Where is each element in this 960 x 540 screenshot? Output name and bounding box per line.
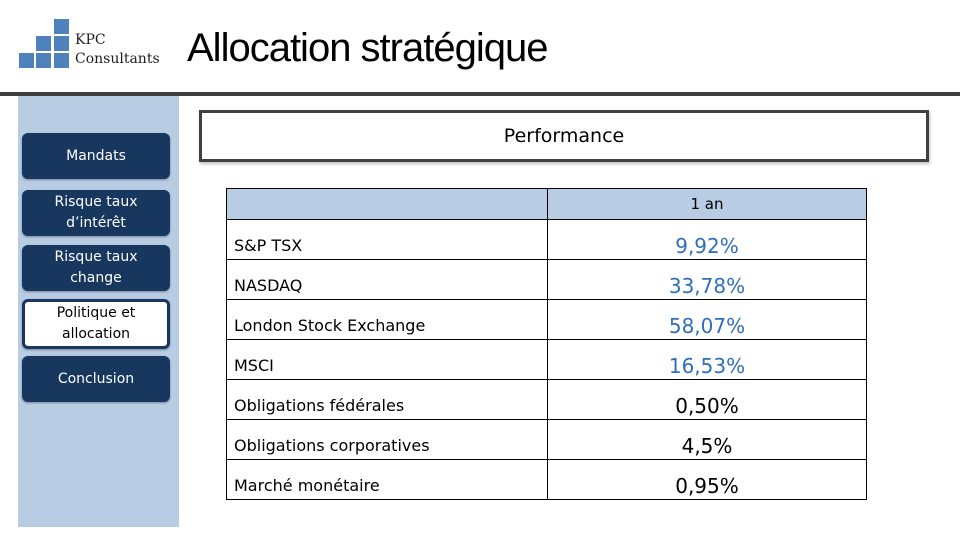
- table-row: Marché monétaire 0,95%: [226, 459, 867, 500]
- table-row: Obligations corporatives 4,5%: [226, 419, 867, 460]
- table-header-cell: [226, 188, 548, 220]
- row-name: London Stock Exchange: [226, 299, 548, 340]
- page-title: Allocation stratégique: [187, 26, 548, 70]
- nav-politique-allocation-button[interactable]: Politique et allocation: [22, 299, 170, 349]
- nav-item-label: Risque taux: [54, 194, 138, 210]
- row-value: 4,5%: [547, 419, 867, 460]
- nav-conclusion-button[interactable]: Conclusion: [22, 356, 170, 402]
- row-value: 16,53%: [547, 339, 867, 380]
- nav-risque-taux-interet-button[interactable]: Risque taux d’intérêt: [22, 190, 170, 236]
- row-value: 58,07%: [547, 299, 867, 340]
- performance-title: Performance: [503, 125, 625, 147]
- header-divider: [0, 92, 960, 96]
- row-name: S&P TSX: [226, 219, 548, 260]
- nav-mandats-button[interactable]: Mandats: [22, 133, 170, 179]
- performance-heading: Performance: [199, 110, 929, 162]
- row-name: Obligations fédérales: [226, 379, 548, 420]
- table-row: S&P TSX 9,92%: [226, 219, 867, 260]
- table-row: Obligations fédérales 0,50%: [226, 379, 867, 420]
- table-row: London Stock Exchange 58,07%: [226, 299, 867, 340]
- row-name: Marché monétaire: [226, 459, 548, 500]
- nav-item-label: Politique et: [56, 305, 136, 321]
- nav-item-label: Conclusion: [57, 370, 135, 387]
- table-row: MSCI 16,53%: [226, 339, 867, 380]
- nav-item-label: allocation: [61, 326, 131, 342]
- nav-risque-taux-change-button[interactable]: Risque taux change: [22, 245, 170, 291]
- nav-item-label: Risque taux: [54, 249, 138, 265]
- row-name: Obligations corporatives: [226, 419, 548, 460]
- table-header-cell: 1 an: [547, 188, 867, 220]
- nav-item-label: d’intérêt: [66, 215, 126, 231]
- row-name: NASDAQ: [226, 259, 548, 300]
- logo-line1: KPC: [75, 32, 106, 48]
- row-value: 33,78%: [547, 259, 867, 300]
- nav-mandats-label: Mandats: [66, 147, 126, 164]
- table-row: NASDAQ 33,78%: [226, 259, 867, 300]
- logo-text: KPC Consultants: [75, 31, 160, 69]
- row-value: 0,50%: [547, 379, 867, 420]
- row-value: 9,92%: [547, 219, 867, 260]
- row-name: MSCI: [226, 339, 548, 380]
- performance-table: 1 an S&P TSX 9,92% NASDAQ 33,78% London …: [226, 188, 867, 500]
- nav-item-label: change: [70, 270, 122, 286]
- logo-line2: Consultants: [75, 51, 160, 67]
- table-header-row: 1 an: [226, 188, 867, 220]
- row-value: 0,95%: [547, 459, 867, 500]
